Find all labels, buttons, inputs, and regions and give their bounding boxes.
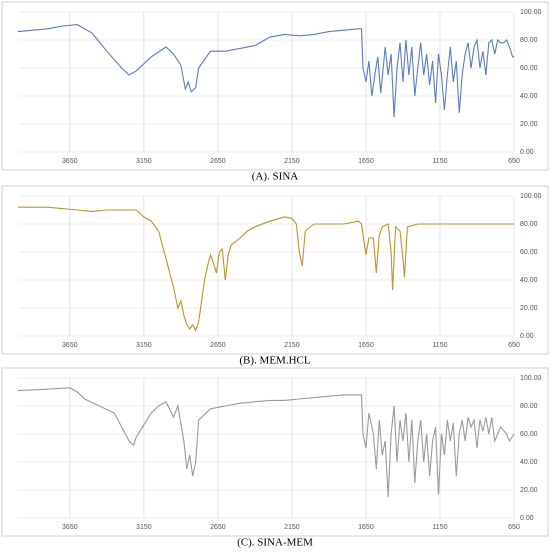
spectrum-line bbox=[17, 24, 514, 118]
y-tick-label: 80.00 bbox=[520, 37, 538, 44]
y-tick-label: 0.00 bbox=[520, 333, 534, 340]
x-tick-label: 3650 bbox=[62, 524, 78, 531]
x-tick-label: 1650 bbox=[358, 524, 374, 531]
spectrum-line bbox=[17, 387, 515, 498]
caption: (B). MEM.HCL bbox=[239, 355, 310, 367]
x-tick-label: 1150 bbox=[432, 524, 447, 531]
y-tick-label: 100.00 bbox=[520, 193, 542, 200]
y-tick-label: 20.00 bbox=[520, 305, 538, 312]
y-tick-label: 60.00 bbox=[520, 431, 538, 438]
x-tick-label: 650 bbox=[508, 342, 520, 349]
y-tick-label: 100.00 bbox=[520, 9, 542, 16]
x-tick-label: 2650 bbox=[210, 158, 226, 165]
panel-frame bbox=[1, 185, 549, 355]
y-tick-label: 0.00 bbox=[520, 515, 534, 522]
x-tick-label: 2150 bbox=[284, 158, 300, 165]
y-tick-label: 20.00 bbox=[520, 121, 538, 128]
x-tick-label: 2150 bbox=[284, 524, 300, 531]
y-tick-label: 40.00 bbox=[520, 93, 538, 100]
panel-frame bbox=[1, 367, 549, 537]
y-tick-label: 80.00 bbox=[520, 221, 538, 228]
x-tick-label: 1650 bbox=[358, 342, 374, 349]
spectrum-line bbox=[18, 206, 514, 332]
y-tick-label: 40.00 bbox=[520, 459, 538, 466]
x-tick-label: 3150 bbox=[136, 524, 152, 531]
y-tick-label: 40.00 bbox=[520, 277, 538, 284]
x-tick-label: 3650 bbox=[62, 342, 78, 349]
x-tick-label: 1650 bbox=[358, 158, 374, 165]
x-tick-label: 650 bbox=[508, 158, 520, 165]
x-tick-label: 1150 bbox=[432, 158, 447, 165]
x-tick-label: 3150 bbox=[136, 158, 152, 165]
y-tick-label: 80.00 bbox=[520, 403, 538, 410]
x-tick-label: 2650 bbox=[210, 342, 226, 349]
x-tick-label: 1150 bbox=[432, 342, 447, 349]
y-tick-label: 20.00 bbox=[520, 487, 538, 494]
y-tick-label: 0.00 bbox=[520, 149, 534, 156]
x-tick-label: 2650 bbox=[210, 524, 226, 531]
panel-frame bbox=[1, 1, 549, 171]
caption: (A). SINA bbox=[252, 171, 298, 183]
y-tick-label: 60.00 bbox=[520, 249, 538, 256]
caption: (C). SINA-MEM bbox=[237, 537, 313, 549]
y-tick-label: 60.00 bbox=[520, 65, 538, 72]
x-tick-label: 650 bbox=[508, 524, 520, 531]
y-tick-label: 100.00 bbox=[520, 375, 542, 382]
x-tick-label: 3150 bbox=[136, 342, 152, 349]
x-tick-label: 3650 bbox=[62, 158, 78, 165]
x-tick-label: 2150 bbox=[284, 342, 300, 349]
